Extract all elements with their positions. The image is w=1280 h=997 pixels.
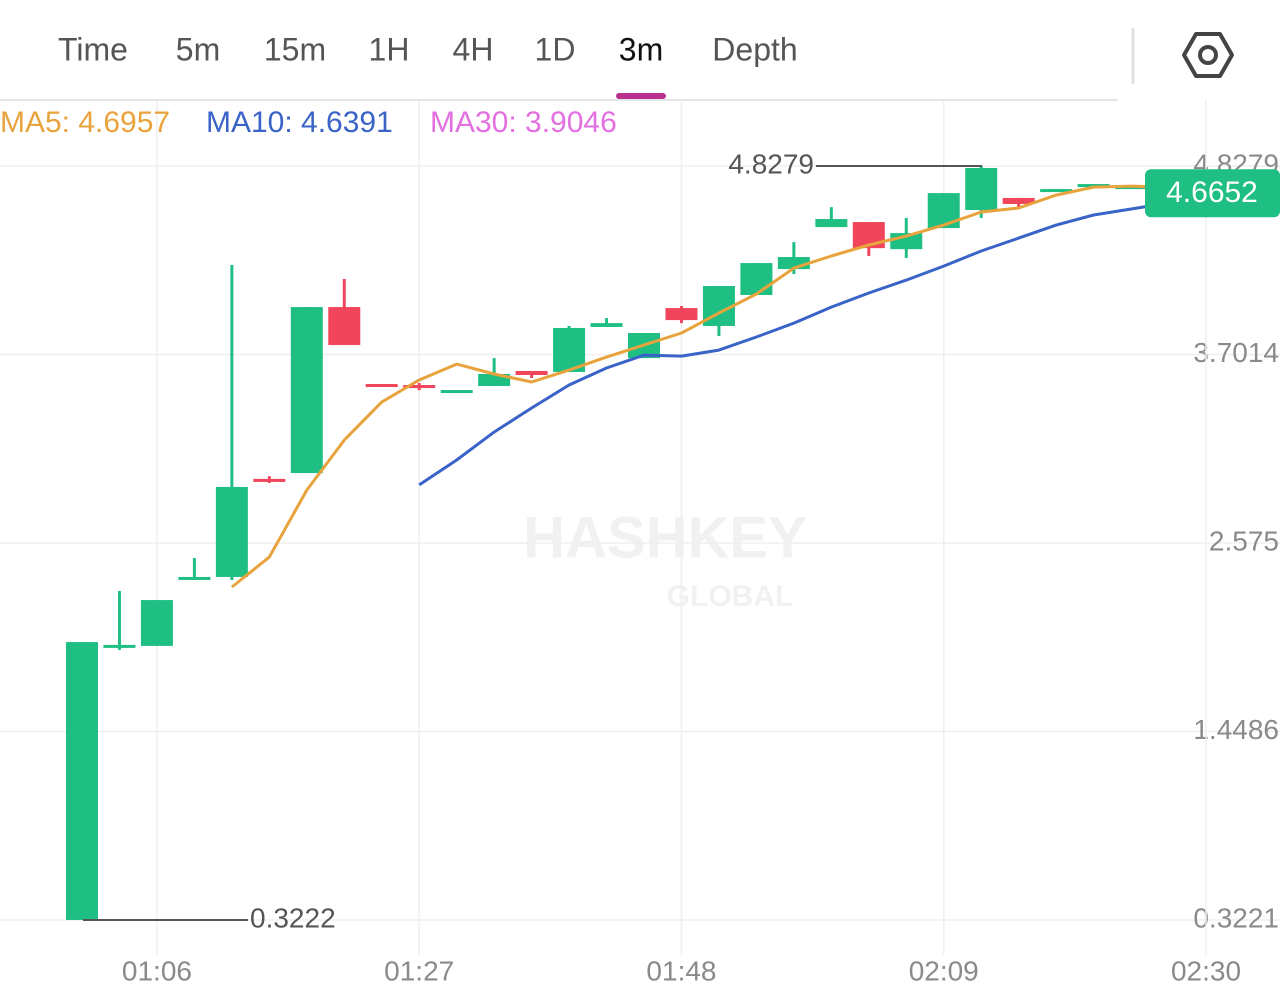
ma-legend: MA10: 4.6391 — [206, 106, 393, 139]
tab[interactable]: Depth — [712, 31, 797, 67]
candle-body — [440, 390, 473, 394]
settings-icon[interactable] — [1182, 32, 1234, 78]
ma-legend: MA30: 3.9046 — [430, 106, 617, 139]
layer: Time 5m 15m 1H 4H 1D 3m Depth HASHKEY GLOBAL 0.322… — [0, 31, 1280, 986]
tab[interactable]: 15m — [264, 31, 326, 67]
candle-body — [1040, 189, 1073, 193]
candle-body — [403, 385, 436, 389]
low-label: 0.3222 — [250, 902, 336, 933]
x-tick-label: 01:06 — [122, 955, 192, 986]
x-tick-label: 01:48 — [646, 955, 716, 986]
candle-body — [365, 384, 398, 388]
high-label: 4.8279 — [728, 148, 814, 179]
candle-body — [290, 307, 323, 474]
active-tab-underline — [616, 93, 666, 99]
candle-body — [740, 263, 773, 296]
last-price-badge — [1145, 169, 1280, 218]
ma-legend: MA5: 4.6957 — [0, 106, 170, 139]
candle-body — [590, 323, 623, 327]
watermark-sub: GLOBAL — [667, 580, 794, 613]
y-tick-label: 1.4486 — [1193, 714, 1279, 745]
watermark: HASHKEY — [523, 505, 807, 570]
tab[interactable]: 4H — [453, 31, 494, 67]
candle-body — [1077, 184, 1110, 188]
candle-body — [515, 370, 548, 375]
x-tick-label: 02:09 — [909, 955, 979, 986]
x-tick-label: 01:27 — [384, 955, 454, 986]
tab[interactable]: 1D — [535, 31, 576, 67]
tab[interactable]: 1H — [369, 31, 410, 67]
x-tick-label: 02:30 — [1171, 955, 1241, 986]
last-price: 4.6652 — [1166, 176, 1258, 209]
y-tick-label: 3.7014 — [1193, 337, 1279, 368]
candle-body — [1002, 197, 1035, 204]
tab[interactable]: 3m — [619, 31, 663, 67]
candle-body — [815, 219, 848, 228]
candle-body — [553, 327, 586, 372]
settings-center — [1198, 45, 1218, 65]
candle-body — [215, 486, 248, 577]
y-tick-label: 2.575 — [1209, 525, 1279, 556]
candle-body — [328, 307, 361, 346]
tab[interactable]: 5m — [176, 31, 220, 67]
candle-body — [178, 576, 211, 580]
candle-body — [253, 478, 286, 482]
ma-line — [230, 184, 1169, 589]
candle-body — [965, 167, 998, 210]
y-tick-label: 0.3221 — [1193, 902, 1279, 933]
settings-hexagon — [1182, 32, 1234, 78]
candle-body — [103, 644, 136, 648]
candle-body — [66, 642, 98, 920]
candle-body — [665, 308, 698, 321]
candle-body — [140, 600, 173, 646]
candle-body — [927, 193, 960, 229]
tab[interactable]: Time — [58, 31, 128, 67]
ma-line — [418, 201, 1169, 487]
